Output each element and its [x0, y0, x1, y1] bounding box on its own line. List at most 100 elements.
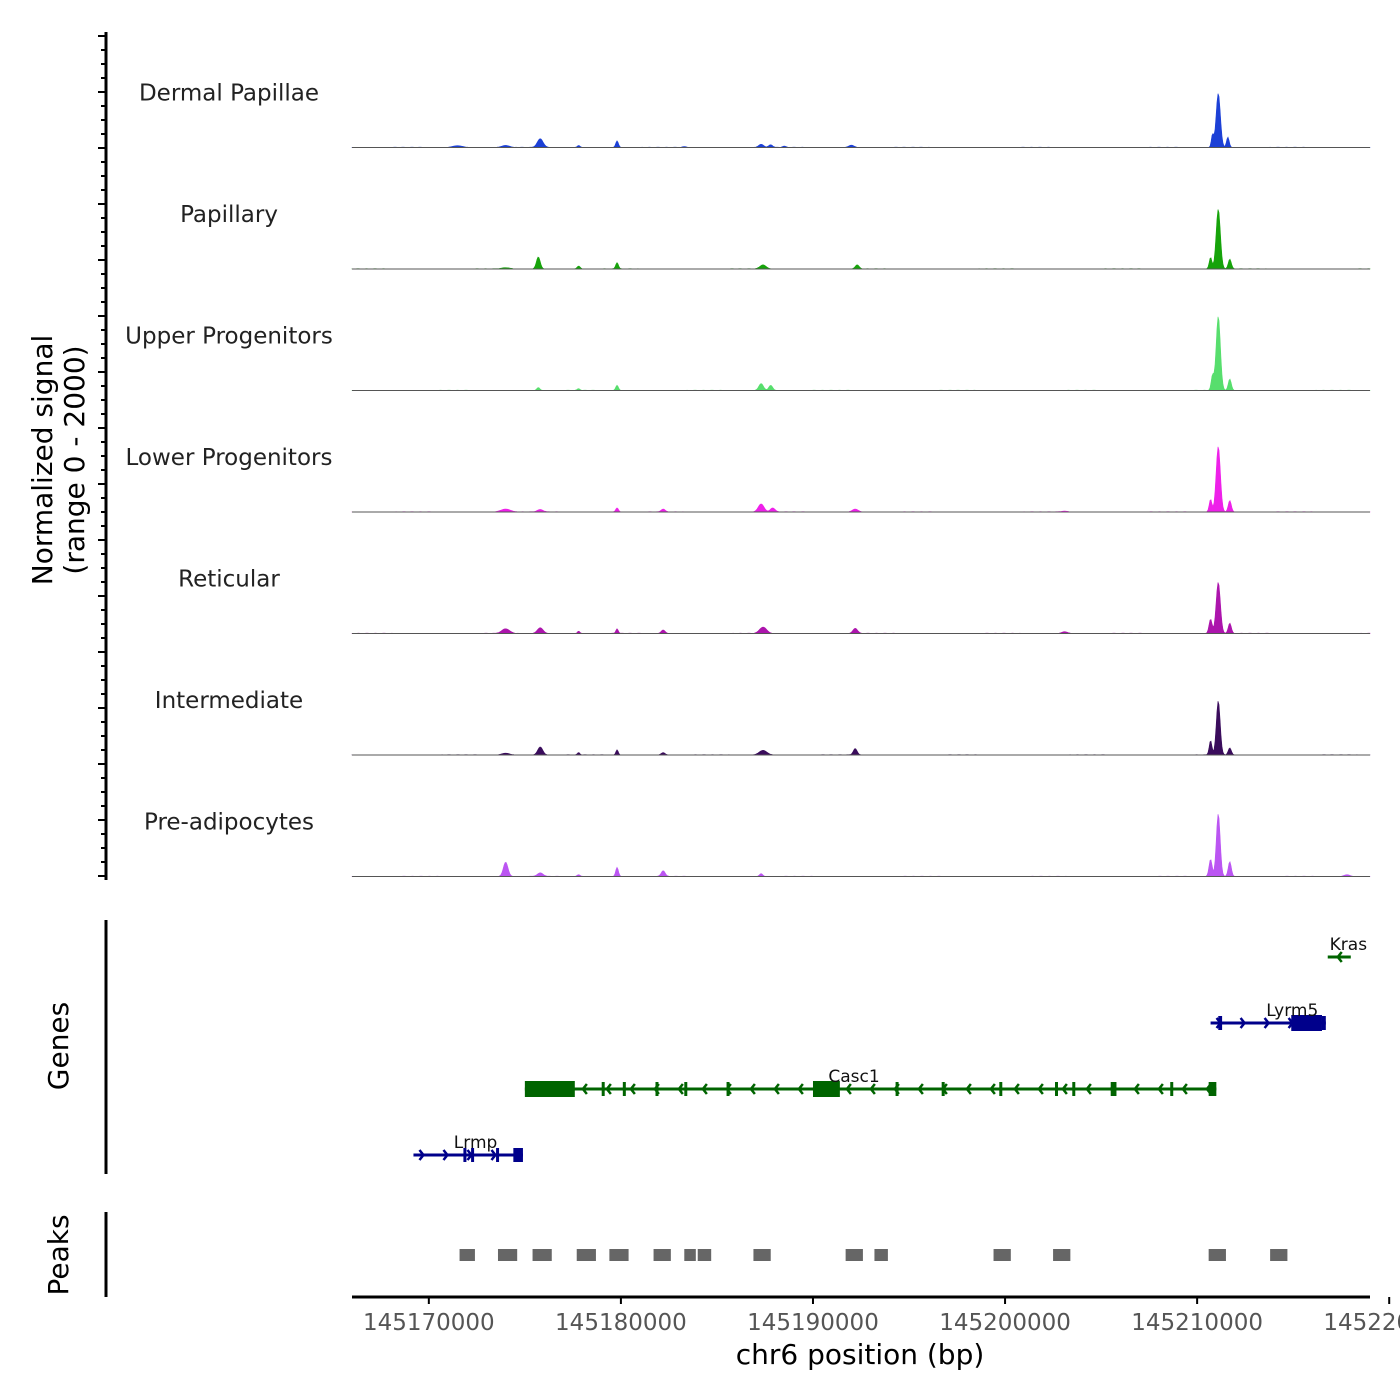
strand-arrow [1013, 1083, 1020, 1095]
gene-exon [1170, 1082, 1174, 1096]
x-tick-label: 145170000 [363, 1310, 495, 1336]
gene-exon [1291, 1015, 1322, 1031]
track-label: Intermediate [155, 688, 303, 714]
track-label: Reticular [178, 567, 280, 593]
signal-area [351, 446, 1371, 513]
strand-arrow [1239, 1017, 1247, 1029]
strand-arrow [1181, 1083, 1188, 1095]
gene-exon [941, 1082, 945, 1096]
track-5: Reticular [178, 567, 1371, 634]
peak-region [653, 1249, 671, 1261]
gene-exon [1218, 1016, 1223, 1030]
gene-exon [1208, 1082, 1217, 1096]
strand-arrow [629, 1083, 636, 1095]
x-tick-label: 145220000 [1323, 1310, 1400, 1336]
track-label: Dermal Papillae [139, 81, 319, 107]
signal-area [351, 209, 1371, 270]
gene-label: Lyrm5 [1266, 1001, 1318, 1021]
strand-arrow [845, 1083, 852, 1095]
peak-region [684, 1249, 696, 1261]
strand-arrow [442, 1149, 450, 1161]
strand-arrow [869, 1083, 876, 1095]
strand-arrow [677, 1083, 684, 1095]
x-tick-label: 145180000 [555, 1310, 687, 1336]
peak-region [845, 1249, 863, 1261]
strand-arrow [1133, 1083, 1140, 1095]
signal-area [351, 316, 1371, 391]
track-3: Upper Progenitors [125, 316, 1371, 391]
peak-region [1208, 1249, 1226, 1261]
track-2: Papillary [180, 202, 1371, 270]
x-tick-label: 145200000 [939, 1310, 1071, 1336]
peak-region [1270, 1249, 1288, 1261]
peak-region [459, 1249, 475, 1261]
gene-exon [726, 1082, 730, 1096]
peak-regions [459, 1249, 1288, 1261]
track-6: Intermediate [155, 688, 1371, 756]
signal-area [351, 582, 1371, 634]
gene-lyrm5: Lyrm5 [1210, 1001, 1326, 1031]
gene-label: Lrmp [454, 1133, 498, 1153]
strand-arrow [1336, 951, 1343, 963]
peak-region [497, 1249, 518, 1261]
peak-region [532, 1249, 552, 1261]
signal-tracks: Dermal Papillae Papillary Upper Progenitor… [125, 81, 1371, 877]
strand-arrow [1157, 1083, 1164, 1095]
y-axis-signal: Normalized signal (range 0 - 2000) [26, 32, 108, 880]
gene-exon [524, 1081, 575, 1097]
gene-exon [496, 1148, 500, 1162]
x-axis-ticks: 145170000 145180000 145190000 145200000 1452… [363, 1297, 1400, 1336]
peak-region [697, 1249, 712, 1261]
peak-region [576, 1249, 596, 1261]
strand-arrow [965, 1083, 972, 1095]
gene-exon [1321, 1016, 1326, 1030]
gene-exon [895, 1082, 899, 1096]
y-axis-label-line1: Normalized signal [26, 335, 59, 586]
strand-arrow [1037, 1083, 1044, 1095]
strand-arrow [989, 1083, 996, 1095]
strand-arrow [581, 1083, 588, 1095]
peak-region [753, 1249, 771, 1261]
gene-exon [812, 1081, 840, 1097]
gene-exon [601, 1082, 605, 1096]
gene-exon [622, 1082, 626, 1096]
strand-arrow [490, 1149, 498, 1161]
track-4: Lower Progenitors [126, 445, 1371, 513]
gene-casc1: Casc1 [524, 1067, 1217, 1097]
strand-arrow [701, 1083, 708, 1095]
x-tick-label: 145210000 [1131, 1310, 1263, 1336]
track-label: Pre-adipocytes [144, 810, 314, 836]
peaks-label: Peaks [42, 1214, 75, 1295]
signal-area [351, 814, 1371, 877]
track-7: Pre-adipocytes [144, 810, 1371, 877]
x-axis-label: chr6 position (bp) [736, 1338, 985, 1371]
gene-label: Kras [1330, 935, 1368, 955]
y-axis-ticks [98, 35, 106, 877]
genes-panel: Genes Kras Lyrm5 Casc1 Lrmp [42, 920, 1367, 1174]
gene-exon [655, 1082, 659, 1096]
strand-arrow [917, 1083, 924, 1095]
gene-exon [513, 1148, 523, 1162]
track-label: Papillary [180, 202, 278, 228]
gene-exon [684, 1082, 688, 1096]
track-label: Lower Progenitors [126, 445, 333, 471]
gene-exon [1072, 1082, 1076, 1096]
track-1: Dermal Papillae [139, 81, 1371, 148]
signal-area [351, 701, 1371, 756]
peak-region [609, 1249, 629, 1261]
gene-models: Kras Lyrm5 Casc1 Lrmp [413, 935, 1367, 1162]
strand-arrow [797, 1083, 804, 1095]
gene-exon [1110, 1082, 1117, 1096]
strand-arrow [749, 1083, 756, 1095]
gene-exon [1054, 1082, 1058, 1096]
peak-region [874, 1249, 888, 1261]
gene-exon [471, 1148, 475, 1162]
genes-label: Genes [42, 1002, 75, 1090]
signal-area [351, 93, 1371, 148]
strand-arrow [605, 1083, 612, 1095]
x-tick-label: 145190000 [747, 1310, 879, 1336]
peaks-panel: Peaks [42, 1212, 1288, 1297]
strand-arrow [418, 1149, 426, 1161]
peak-region [1053, 1249, 1071, 1261]
